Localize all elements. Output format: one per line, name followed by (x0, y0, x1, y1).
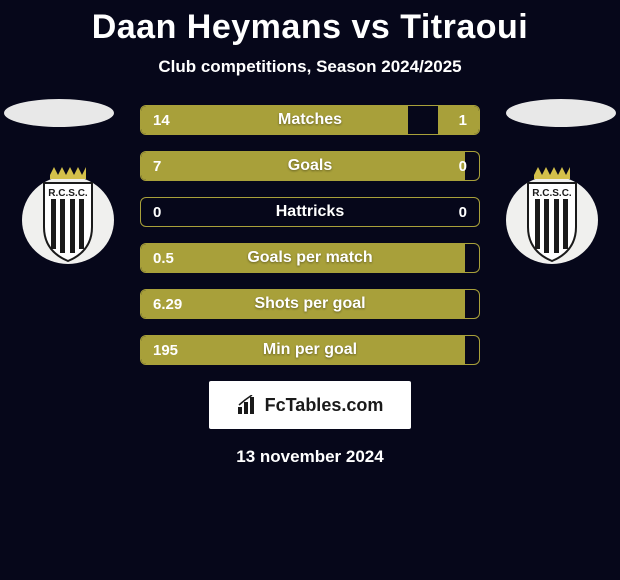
chart-icon (237, 395, 259, 415)
page-title: Daan Heymans vs Titraoui (0, 0, 620, 47)
stat-label: Matches (141, 106, 479, 134)
stat-row: 70Goals (140, 151, 480, 181)
subtitle: Club competitions, Season 2024/2025 (0, 57, 620, 77)
club-badge-right: R.C.S.C. (502, 165, 602, 265)
source-logo: FcTables.com (209, 381, 411, 429)
svg-text:R.C.S.C.: R.C.S.C. (48, 188, 88, 199)
club-badge-left: R.C.S.C. (18, 165, 118, 265)
stat-bars: 141Matches 70Goals 00Hattricks 0.5Goals per… (140, 105, 480, 365)
logo-label: FcTables.com (265, 395, 384, 416)
date-label: 13 november 2024 (0, 447, 620, 467)
shield-icon: R.C.S.C. (502, 165, 602, 265)
stat-label: Hattricks (141, 198, 479, 226)
stat-row: 00Hattricks (140, 197, 480, 227)
stat-row: 195Min per goal (140, 335, 480, 365)
stat-label: Min per goal (141, 336, 479, 364)
stat-label: Goals per match (141, 244, 479, 272)
player-oval-right (506, 99, 616, 127)
stat-row: 6.29Shots per goal (140, 289, 480, 319)
stat-row: 0.5Goals per match (140, 243, 480, 273)
player-oval-left (4, 99, 114, 127)
stat-label: Shots per goal (141, 290, 479, 318)
shield-icon: R.C.S.C. (18, 165, 118, 265)
stat-row: 141Matches (140, 105, 480, 135)
svg-text:R.C.S.C.: R.C.S.C. (532, 188, 572, 199)
stat-label: Goals (141, 152, 479, 180)
comparison-area: R.C.S.C. R.C.S.C. 141Matches 70Goals 00Hat… (0, 105, 620, 467)
